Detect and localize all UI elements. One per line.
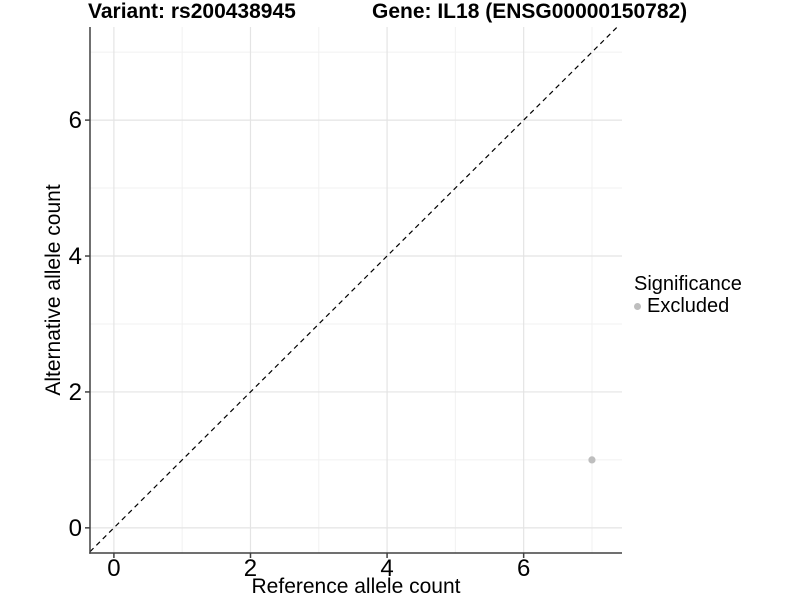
legend-point-icon bbox=[634, 302, 641, 310]
plot-title-variant: Variant: rs200438945 bbox=[88, 0, 296, 23]
y-tick-label: 2 bbox=[69, 379, 82, 406]
x-tick-label: 4 bbox=[380, 555, 393, 582]
legend-title: Significance bbox=[634, 273, 742, 295]
y-tick-label: 6 bbox=[69, 107, 82, 134]
y-tick-label: 4 bbox=[69, 243, 82, 270]
y-axis-title: Alternative allele count bbox=[42, 184, 65, 395]
x-axis-title: Reference allele count bbox=[252, 575, 461, 598]
x-tick-label: 2 bbox=[244, 555, 257, 582]
x-tick-label: 0 bbox=[107, 555, 120, 582]
legend-item-excluded: Excluded bbox=[634, 296, 742, 316]
x-tick-label: 6 bbox=[517, 555, 530, 582]
data-point bbox=[588, 456, 596, 464]
y-tick-label: 0 bbox=[69, 515, 82, 542]
legend: Significance Excluded bbox=[634, 274, 742, 316]
identity-dashed-line bbox=[89, 26, 618, 553]
legend-item-label: Excluded bbox=[647, 295, 730, 317]
plot-title-gene: Gene: IL18 (ENSG00000150782) bbox=[372, 0, 688, 23]
